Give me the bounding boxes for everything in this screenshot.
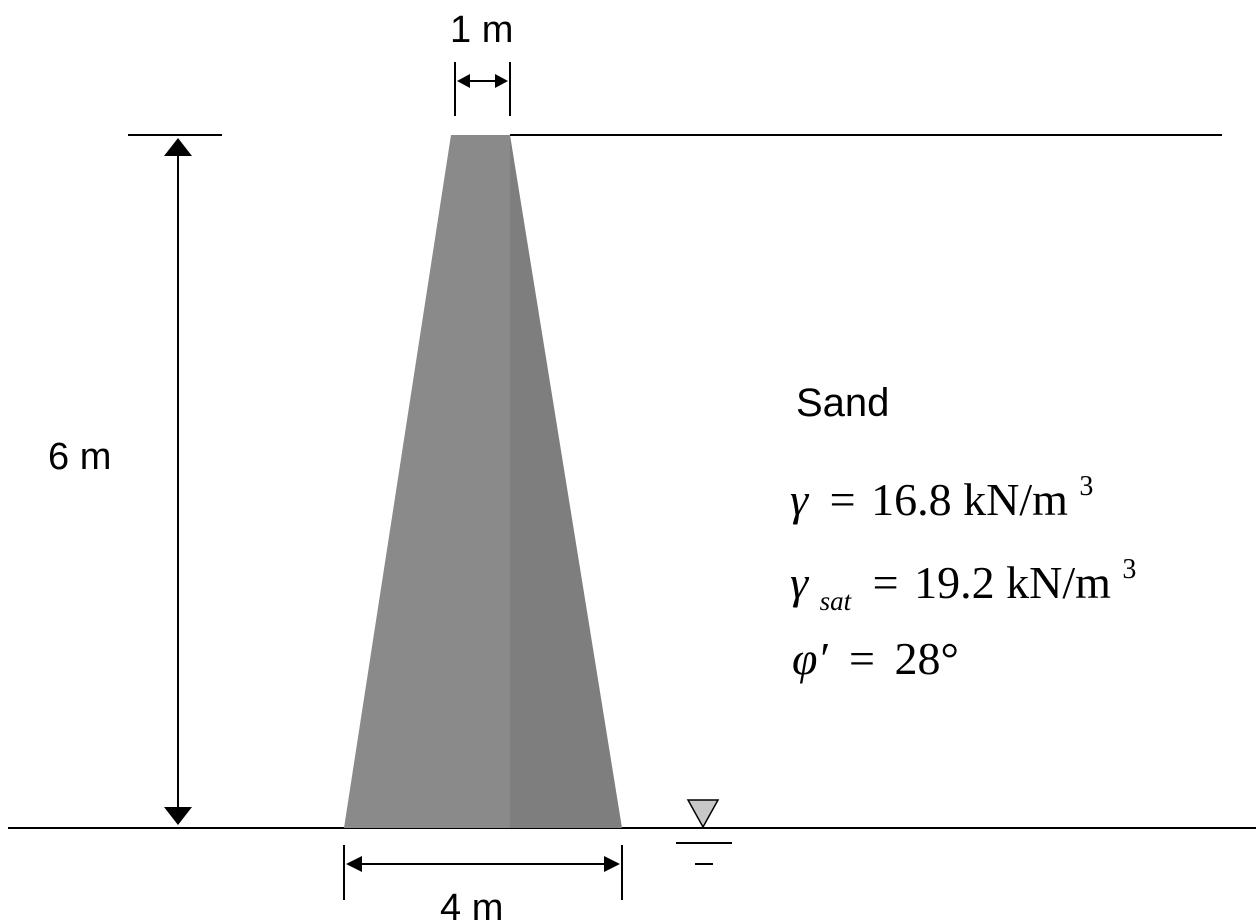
- wall-right-section: [510, 135, 622, 828]
- saturated-unit-weight-equation: γ sat = 19.2 kN/m 3: [790, 554, 1136, 620]
- height-arrow-bottom: [164, 807, 192, 825]
- saturated-unit-weight-value: 19.2 kN/m: [914, 557, 1111, 608]
- top-width-label: 1 m: [450, 9, 513, 51]
- height-label: 6 m: [48, 436, 111, 478]
- friction-angle-symbol: φ′: [792, 633, 828, 684]
- base-width-label: 4 m: [440, 887, 503, 923]
- top-width-arrow-left: [457, 74, 470, 88]
- saturated-unit-weight-subscript: sat: [820, 586, 853, 616]
- unit-weight-symbol: γ: [790, 474, 810, 525]
- base-width-arrow-right: [604, 856, 620, 872]
- unit-weight-value: 16.8 kN/m: [871, 474, 1068, 525]
- wall-left-section: [344, 135, 510, 828]
- water-table-icon: [686, 799, 720, 829]
- soil-name: Sand: [796, 381, 889, 425]
- saturated-unit-weight-equals: =: [873, 557, 899, 608]
- top-width-arrow-right: [495, 74, 508, 88]
- friction-angle-equals: =: [849, 633, 875, 684]
- saturated-unit-weight-exponent: 3: [1122, 554, 1136, 585]
- saturated-unit-weight-symbol: γ: [790, 557, 810, 608]
- friction-angle-value: 28°: [894, 633, 958, 684]
- base-width-arrow-left: [346, 856, 362, 872]
- unit-weight-equation: γ = 16.8 kN/m 3: [790, 471, 1093, 525]
- friction-angle-equation: φ′ = 28°: [792, 633, 959, 684]
- height-arrow-top: [164, 138, 192, 156]
- unit-weight-exponent: 3: [1079, 471, 1093, 502]
- unit-weight-equals: =: [830, 474, 856, 525]
